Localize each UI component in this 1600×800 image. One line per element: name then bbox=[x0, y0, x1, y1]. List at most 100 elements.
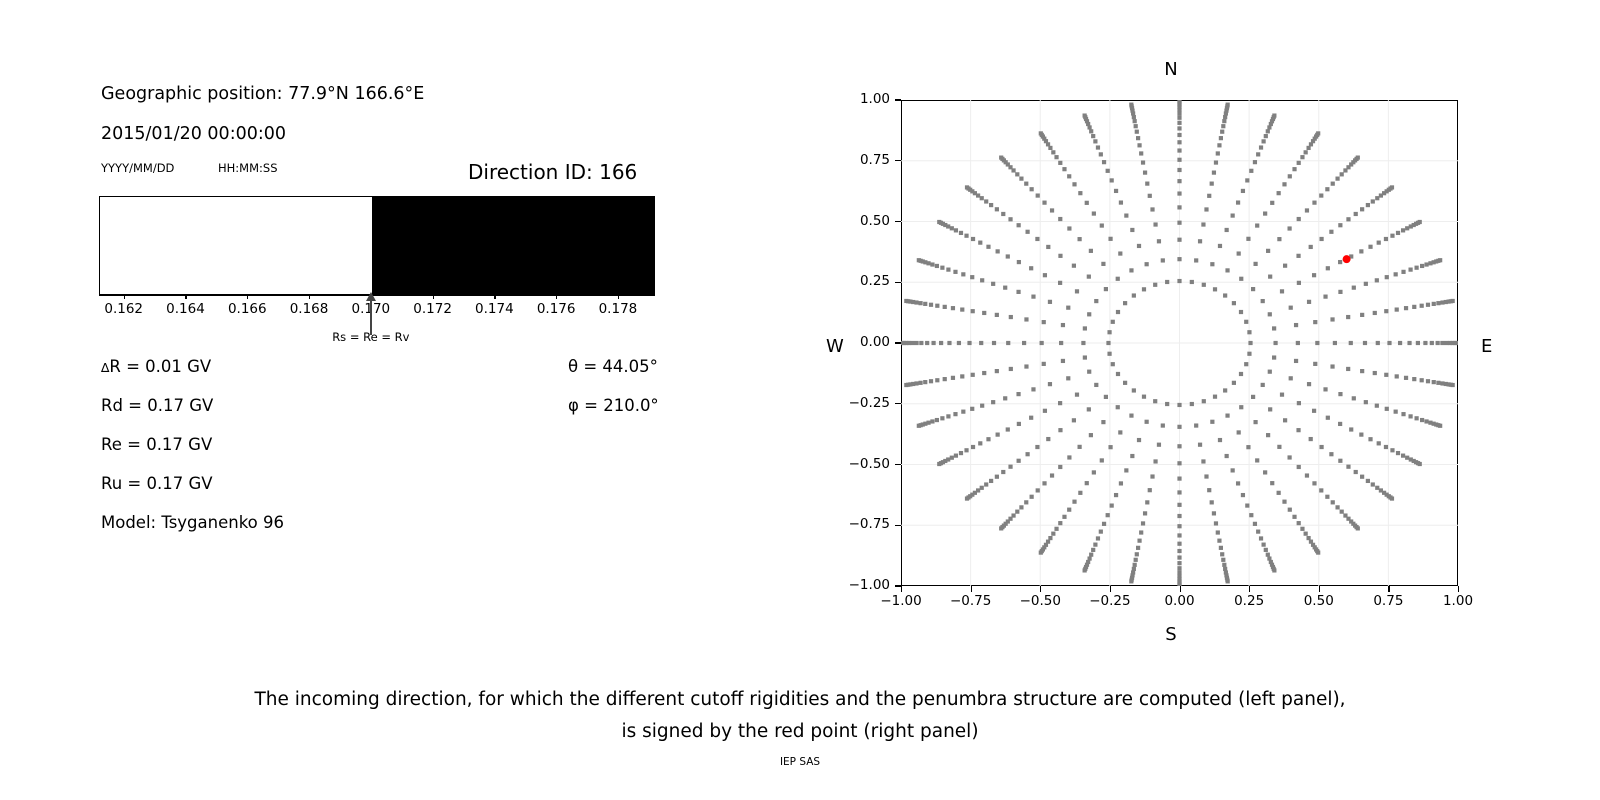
direction-grid-point bbox=[1238, 309, 1244, 315]
direction-grid-point bbox=[1043, 139, 1049, 144]
direction-grid-point bbox=[1395, 450, 1401, 456]
direction-grid-point bbox=[1153, 222, 1158, 227]
penumbra-tick bbox=[309, 295, 311, 299]
direction-grid-point bbox=[949, 226, 954, 231]
direction-grid-point bbox=[1330, 181, 1335, 186]
direction-grid-point bbox=[970, 236, 976, 242]
direction-grid-point bbox=[1282, 499, 1287, 504]
direction-grid-point bbox=[1086, 274, 1091, 279]
direction-grid-point bbox=[1308, 539, 1314, 544]
direction-grid-point bbox=[953, 412, 958, 417]
direction-grid-point bbox=[919, 340, 924, 346]
direction-grid-point bbox=[1279, 289, 1285, 294]
direction-grid-point bbox=[1230, 213, 1235, 218]
direction-grid-point bbox=[1093, 542, 1098, 547]
direction-grid-point bbox=[1296, 160, 1301, 165]
direction-grid-point bbox=[1071, 263, 1076, 268]
direction-grid-point bbox=[1283, 263, 1288, 268]
direction-grid-point bbox=[1431, 421, 1436, 426]
direction-grid-point bbox=[1011, 513, 1016, 518]
direction-grid-point bbox=[1424, 419, 1429, 424]
direction-grid-point bbox=[1210, 262, 1215, 267]
x-axis-tick-label: −0.50 bbox=[1019, 593, 1061, 609]
rigidity-arrow-head bbox=[365, 292, 376, 301]
direction-grid-point bbox=[1223, 293, 1228, 298]
direction-grid-point bbox=[1360, 369, 1365, 374]
direction-grid-point bbox=[1204, 207, 1209, 212]
direction-grid-point bbox=[1189, 401, 1194, 407]
direction-grid-point bbox=[1363, 400, 1368, 405]
direction-grid-point bbox=[1261, 139, 1266, 144]
direction-grid-point bbox=[1282, 182, 1287, 187]
direction-grid-point bbox=[972, 490, 978, 495]
penumbra-tick-label: 0.162 bbox=[104, 301, 144, 317]
compass-label-south: S bbox=[1165, 624, 1177, 645]
direction-grid-point bbox=[1349, 254, 1354, 259]
direction-grid-point bbox=[1268, 407, 1273, 412]
direction-grid-point bbox=[1015, 172, 1020, 177]
direction-grid-point bbox=[1296, 464, 1301, 470]
param-ru: Ru = 0.17 GV bbox=[101, 474, 213, 493]
direction-grid-point bbox=[908, 299, 913, 304]
x-axis-tick bbox=[1458, 586, 1460, 592]
direction-grid-point bbox=[1005, 519, 1010, 524]
direction-grid-point bbox=[970, 189, 975, 194]
direction-grid-point bbox=[1153, 459, 1158, 464]
direction-grid-point bbox=[1067, 455, 1072, 460]
direction-grid-point bbox=[1129, 268, 1134, 273]
direction-grid-point bbox=[1394, 307, 1399, 312]
compass-label-north: N bbox=[1164, 59, 1178, 80]
y-axis-tick bbox=[895, 342, 901, 344]
direction-grid-point bbox=[1177, 555, 1182, 560]
direction-grid-point bbox=[982, 310, 987, 316]
direction-grid-point bbox=[1375, 485, 1380, 490]
direction-grid-point bbox=[1049, 208, 1055, 213]
direction-grid-point bbox=[1355, 155, 1360, 160]
direction-grid-point bbox=[923, 421, 928, 426]
direction-grid-point bbox=[1016, 458, 1021, 463]
y-axis-tick-label: −0.75 bbox=[848, 516, 890, 533]
direction-grid-point bbox=[1177, 278, 1182, 284]
direction-grid-point bbox=[1130, 227, 1135, 233]
direction-grid-point bbox=[931, 340, 936, 346]
direction-grid-point bbox=[1217, 538, 1222, 543]
direction-grid-point bbox=[1137, 143, 1142, 148]
direction-grid-point bbox=[1025, 452, 1030, 457]
direction-grid-point bbox=[1325, 415, 1330, 420]
direction-grid-point bbox=[1087, 125, 1092, 130]
direction-grid-point bbox=[1235, 481, 1241, 486]
direction-grid-point bbox=[1042, 545, 1047, 550]
direction-grid-point bbox=[914, 340, 919, 346]
direction-grid-point bbox=[1054, 155, 1059, 160]
direction-grid-point bbox=[1240, 492, 1246, 498]
direction-grid-point bbox=[1256, 529, 1261, 534]
direction-grid-point bbox=[946, 224, 951, 229]
direction-grid-point bbox=[976, 488, 981, 493]
direction-grid-point bbox=[1031, 294, 1036, 299]
direction-grid-point bbox=[923, 260, 928, 265]
direction-grid-point bbox=[1177, 120, 1182, 125]
direction-grid-point bbox=[935, 303, 940, 308]
direction-grid-point bbox=[1217, 243, 1223, 249]
x-axis-tick bbox=[1040, 586, 1042, 592]
direction-grid-point bbox=[960, 307, 965, 312]
direction-grid-point bbox=[1221, 124, 1226, 129]
direction-grid-point bbox=[1245, 503, 1250, 508]
param-delta-r-text: R = 0.01 GV bbox=[109, 357, 212, 376]
direction-grid-point bbox=[1400, 453, 1406, 458]
direction-grid-point bbox=[1351, 285, 1356, 290]
direction-grid-point bbox=[978, 441, 983, 446]
direction-grid-point bbox=[1408, 224, 1413, 229]
direction-grid-point bbox=[1156, 442, 1162, 447]
y-axis-tick bbox=[895, 524, 901, 526]
direction-grid-point bbox=[1042, 273, 1048, 278]
direction-grid-point bbox=[1011, 168, 1016, 173]
direction-grid-point bbox=[1130, 108, 1135, 113]
direction-grid-point bbox=[1304, 208, 1310, 213]
param-phi: φ = 210.0° bbox=[568, 396, 659, 415]
direction-grid-point bbox=[1384, 492, 1389, 497]
direction-grid-point bbox=[1266, 248, 1271, 253]
direction-grid-point bbox=[1454, 340, 1458, 346]
direction-grid-point bbox=[911, 381, 916, 387]
direction-grid-point bbox=[1089, 129, 1094, 134]
